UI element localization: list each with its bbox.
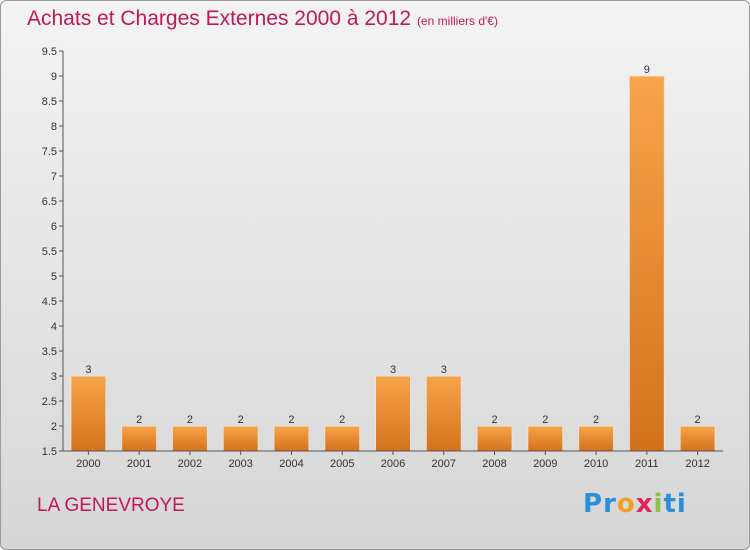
y-tick-label: 6: [51, 221, 57, 233]
bar-2002: [171, 425, 208, 452]
logo-letter: i: [653, 489, 664, 519]
data-label: 2: [542, 414, 548, 426]
data-label: 2: [593, 414, 599, 426]
bar-2009: [527, 425, 564, 452]
bar-2006: [375, 375, 411, 452]
bar-2007: [425, 375, 462, 452]
y-tick-label: 7.5: [42, 146, 57, 158]
data-label: 2: [238, 414, 244, 426]
y-tick-label: 8.5: [42, 96, 57, 108]
x-tick-label: 2003: [228, 458, 252, 470]
data-label: 2: [288, 414, 294, 426]
logo-letter: i: [676, 489, 687, 519]
y-tick-label: 3.5: [42, 346, 57, 358]
x-tick-label: 2008: [482, 458, 506, 470]
data-label: 2: [136, 414, 142, 426]
bar-2001: [121, 425, 158, 452]
x-tick-label: 2000: [76, 458, 100, 470]
data-label: 2: [695, 414, 701, 426]
y-tick-label: 9: [51, 71, 57, 83]
x-axis: 2000 2001 2002 2003 2004 2005 2006 2007 2008 2009…: [63, 450, 723, 470]
y-tick-label: 7: [51, 171, 57, 183]
data-label: 2: [187, 414, 193, 426]
bars: 3 2 2 2 2 2 3 3 2 2 2 9 2: [70, 64, 716, 452]
y-tick-label: 5: [51, 271, 57, 283]
y-axis: 1.5 2 2.5 3 3.5 4 4.5 5 5.5 6 6.5 7 7.5 8 8.5 9 9.5: [42, 46, 64, 458]
y-tick-label: 4: [51, 321, 57, 333]
bar-2000: [70, 375, 107, 452]
bar-2010: [578, 425, 615, 452]
y-tick-label: 5.5: [42, 246, 57, 258]
y-tick-label: 6.5: [42, 196, 57, 208]
logo-letter: o: [616, 489, 636, 519]
data-label: 3: [390, 364, 396, 376]
x-tick-label: 2001: [127, 458, 151, 470]
chart-title: Achats et Charges Externes 2000 à 2012: [27, 7, 412, 30]
x-tick-label: 2002: [178, 458, 202, 470]
proxiti-logo: Proxiti: [583, 489, 687, 519]
logo-letter: P: [583, 489, 604, 519]
data-label: 9: [644, 64, 650, 76]
x-tick-label: 2009: [533, 458, 557, 470]
logo-letter: r: [603, 489, 617, 519]
y-tick-label: 2: [51, 421, 57, 433]
x-tick-label: 2010: [584, 458, 608, 470]
y-tick-label: 3: [51, 371, 57, 383]
bar-2011: [628, 75, 665, 452]
bar-2003: [222, 425, 259, 452]
bar-2005: [324, 425, 361, 452]
x-tick-label: 2004: [279, 458, 303, 470]
x-tick-label: 2012: [685, 458, 709, 470]
y-tick-label: 9.5: [42, 46, 57, 58]
x-tick-label: 2006: [381, 458, 405, 470]
x-tick-label: 2005: [330, 458, 354, 470]
bar-2012: [679, 425, 716, 452]
logo-letter: t: [663, 489, 677, 519]
bar-2004: [273, 425, 310, 452]
y-tick-label: 1.5: [42, 446, 57, 458]
y-tick-label: 2.5: [42, 396, 57, 408]
y-tick-label: 4.5: [42, 296, 57, 308]
x-tick-label: 2011: [635, 458, 659, 470]
y-tick-label: 8: [51, 121, 57, 133]
logo-letter: x: [635, 489, 654, 519]
data-label: 3: [441, 364, 447, 376]
data-label: 2: [491, 414, 497, 426]
bar-2008: [476, 425, 513, 452]
x-tick-label: 2007: [432, 458, 456, 470]
data-label: 3: [85, 364, 91, 376]
chart-subtitle: (en milliers d'€): [417, 14, 498, 28]
commune-name: LA GENEVROYE: [37, 495, 185, 516]
data-label: 2: [339, 414, 345, 426]
